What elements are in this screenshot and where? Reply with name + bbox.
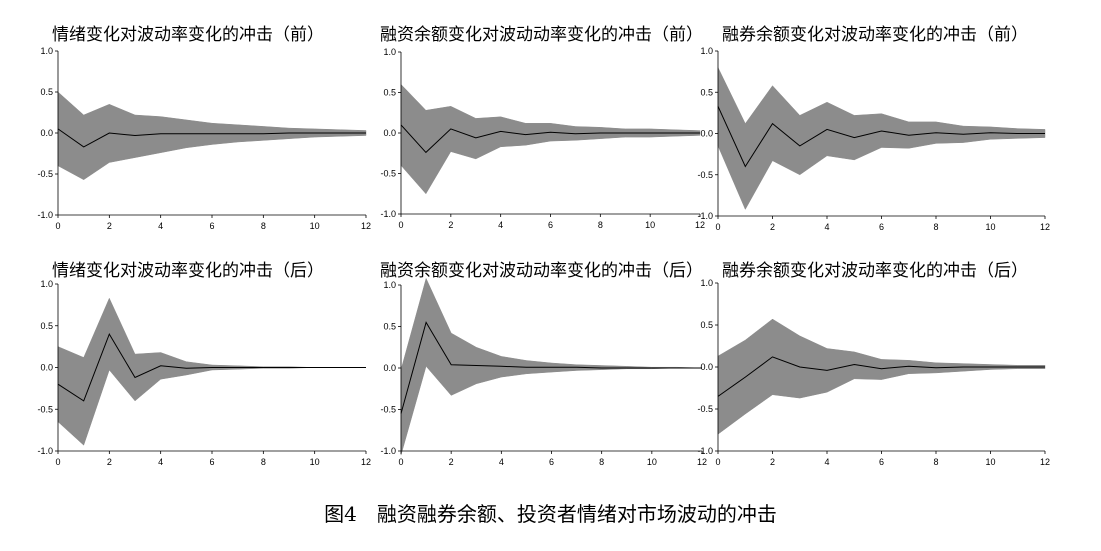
- y-tick-label: -0.5: [37, 169, 53, 179]
- panel-title: 融券余额变化对波动率变化的冲击（后）: [722, 261, 1028, 281]
- x-tick-label: 12: [1040, 457, 1050, 467]
- y-tick-label: -1.0: [37, 446, 53, 456]
- x-tick-label: 6: [209, 221, 214, 231]
- x-tick-label: 0: [398, 457, 403, 467]
- x-tick-label: 2: [449, 457, 454, 467]
- irf-line: [400, 124, 700, 154]
- y-tick-label: -0.5: [697, 170, 713, 180]
- irf-line: [57, 128, 366, 148]
- x-tick-label: 6: [549, 457, 554, 467]
- x-tick-label: 0: [715, 457, 720, 467]
- y-tick-label: 1.0: [383, 47, 396, 57]
- x-tick-label: 6: [209, 457, 214, 467]
- y-tick-label: 0.0: [700, 362, 713, 372]
- y-tick-label: -1.0: [697, 211, 713, 221]
- y-tick-label: 0.5: [700, 87, 713, 97]
- irf-panel-1: 情绪变化对波动率变化的冲击（前）1.0 0.5 0.0 -0.5 -1.00 2 4 6 8 10…: [37, 25, 371, 231]
- x-tick-label: 8: [933, 457, 938, 467]
- y-tick-label: 1.0: [383, 280, 396, 290]
- x-tick-label: 6: [879, 457, 884, 467]
- x-tick-label: 8: [598, 220, 603, 230]
- y-tick-label: 0.0: [383, 128, 396, 138]
- x-tick-label: 8: [599, 457, 604, 467]
- x-tick-label: 8: [933, 222, 938, 232]
- x-tick-label: 4: [824, 457, 829, 467]
- x-tick-label: 2: [770, 222, 775, 232]
- x-tick-label: 6: [548, 220, 553, 230]
- x-tick-label: 2: [107, 457, 112, 467]
- y-tick-label: 0.5: [383, 88, 396, 98]
- y-tick-label: -1.0: [380, 446, 396, 456]
- x-tick-label: 4: [498, 220, 503, 230]
- irf-panel-4: 情绪变化对波动率变化的冲击（后）1.0 0.5 0.0 -0.5 -1.00 2 4 6 8 10…: [37, 261, 371, 467]
- figure-caption: 图4 融资融券余额、投资者情绪对市场波动的冲击: [324, 502, 777, 526]
- x-tick-label: 12: [695, 220, 705, 230]
- irf-line: [57, 332, 366, 402]
- x-tick-label: 8: [261, 457, 266, 467]
- x-tick-label: 2: [107, 221, 112, 231]
- x-tick-label: 0: [715, 222, 720, 232]
- irf-panel-3: 融券余额变化对波动率变化的冲击（前） 1.0 0.5 0.0 -0.5 -1.00 2 4 6 8…: [697, 25, 1050, 232]
- x-tick-label: 12: [361, 221, 371, 231]
- x-tick-label: 10: [310, 457, 320, 467]
- x-tick-label: 12: [1040, 222, 1050, 232]
- x-tick-label: 8: [261, 221, 266, 231]
- y-tick-label: 0.0: [40, 128, 53, 138]
- y-tick-label: -1.0: [697, 446, 713, 456]
- x-tick-label: 4: [158, 457, 163, 467]
- y-tick-label: -0.5: [380, 169, 396, 179]
- panel-title: 情绪变化对波动率变化的冲击（后）: [52, 261, 324, 281]
- y-tick-label: 0.5: [40, 87, 53, 97]
- y-tick-label: 0.0: [700, 129, 713, 139]
- x-tick-label: 2: [770, 457, 775, 467]
- x-tick-label: 2: [448, 220, 453, 230]
- x-tick-label: 6: [879, 222, 884, 232]
- x-tick-label: 12: [697, 457, 707, 467]
- irf-panel-6: 融券余额变化对波动率变化的冲击（后） 1.0 0.5 0.0 -0.5 -1.00 2 4 6 8…: [697, 261, 1050, 467]
- x-tick-label: 10: [647, 457, 657, 467]
- y-tick-label: 0.0: [40, 363, 53, 373]
- panel-title: 融资余额变化对波动动率变化的冲击（前）: [380, 25, 703, 45]
- y-tick-label: 1.0: [700, 278, 713, 288]
- x-tick-label: 4: [499, 457, 504, 467]
- x-tick-label: 12: [361, 457, 371, 467]
- y-tick-label: 0.5: [40, 321, 53, 331]
- y-tick-label: 0.0: [383, 363, 396, 373]
- irf-line: [717, 106, 1045, 168]
- confidence-band: [717, 318, 1046, 435]
- y-tick-label: 0.5: [700, 320, 713, 330]
- confidence-band: [57, 91, 367, 180]
- confidence-band: [400, 83, 701, 195]
- x-tick-label: 0: [398, 220, 403, 230]
- x-tick-label: 4: [158, 221, 163, 231]
- x-tick-label: 0: [55, 457, 60, 467]
- irf-line: [717, 356, 1045, 397]
- y-tick-label: 1.0: [700, 46, 713, 56]
- x-tick-label: 4: [824, 222, 829, 232]
- y-tick-label: -0.5: [697, 404, 713, 414]
- confidence-band: [717, 67, 1046, 210]
- y-tick-label: -1.0: [37, 210, 53, 220]
- panel-title: 融资余额变化对波动动率变化的冲击（后）: [380, 261, 703, 281]
- x-tick-label: 0: [55, 221, 60, 231]
- y-tick-label: -0.5: [37, 404, 53, 414]
- irf-line: [400, 321, 702, 414]
- y-tick-label: -0.5: [380, 405, 396, 415]
- x-tick-label: 10: [985, 457, 995, 467]
- y-tick-label: 1.0: [40, 46, 53, 56]
- irf-panel-5: 融资余额变化对波动动率变化的冲击（后）1.0 0.5 0.0 -0.5 -1.00 2 4 6…: [380, 261, 707, 467]
- y-tick-label: -1.0: [380, 209, 396, 219]
- y-tick-label: 0.5: [383, 322, 396, 332]
- x-tick-label: 10: [310, 221, 320, 231]
- confidence-band: [57, 297, 366, 446]
- panel-title: 情绪变化对波动率变化的冲击（前）: [52, 25, 324, 45]
- x-tick-label: 10: [645, 220, 655, 230]
- irf-panel-2: 融资余额变化对波动动率变化的冲击（前） 1.0 0.5 0.0 -0.5 -1.00 2 4 6…: [380, 25, 705, 230]
- x-tick-label: 10: [985, 222, 995, 232]
- panel-title: 融券余额变化对波动率变化的冲击（前）: [722, 25, 1028, 45]
- y-tick-label: 1.0: [40, 279, 53, 289]
